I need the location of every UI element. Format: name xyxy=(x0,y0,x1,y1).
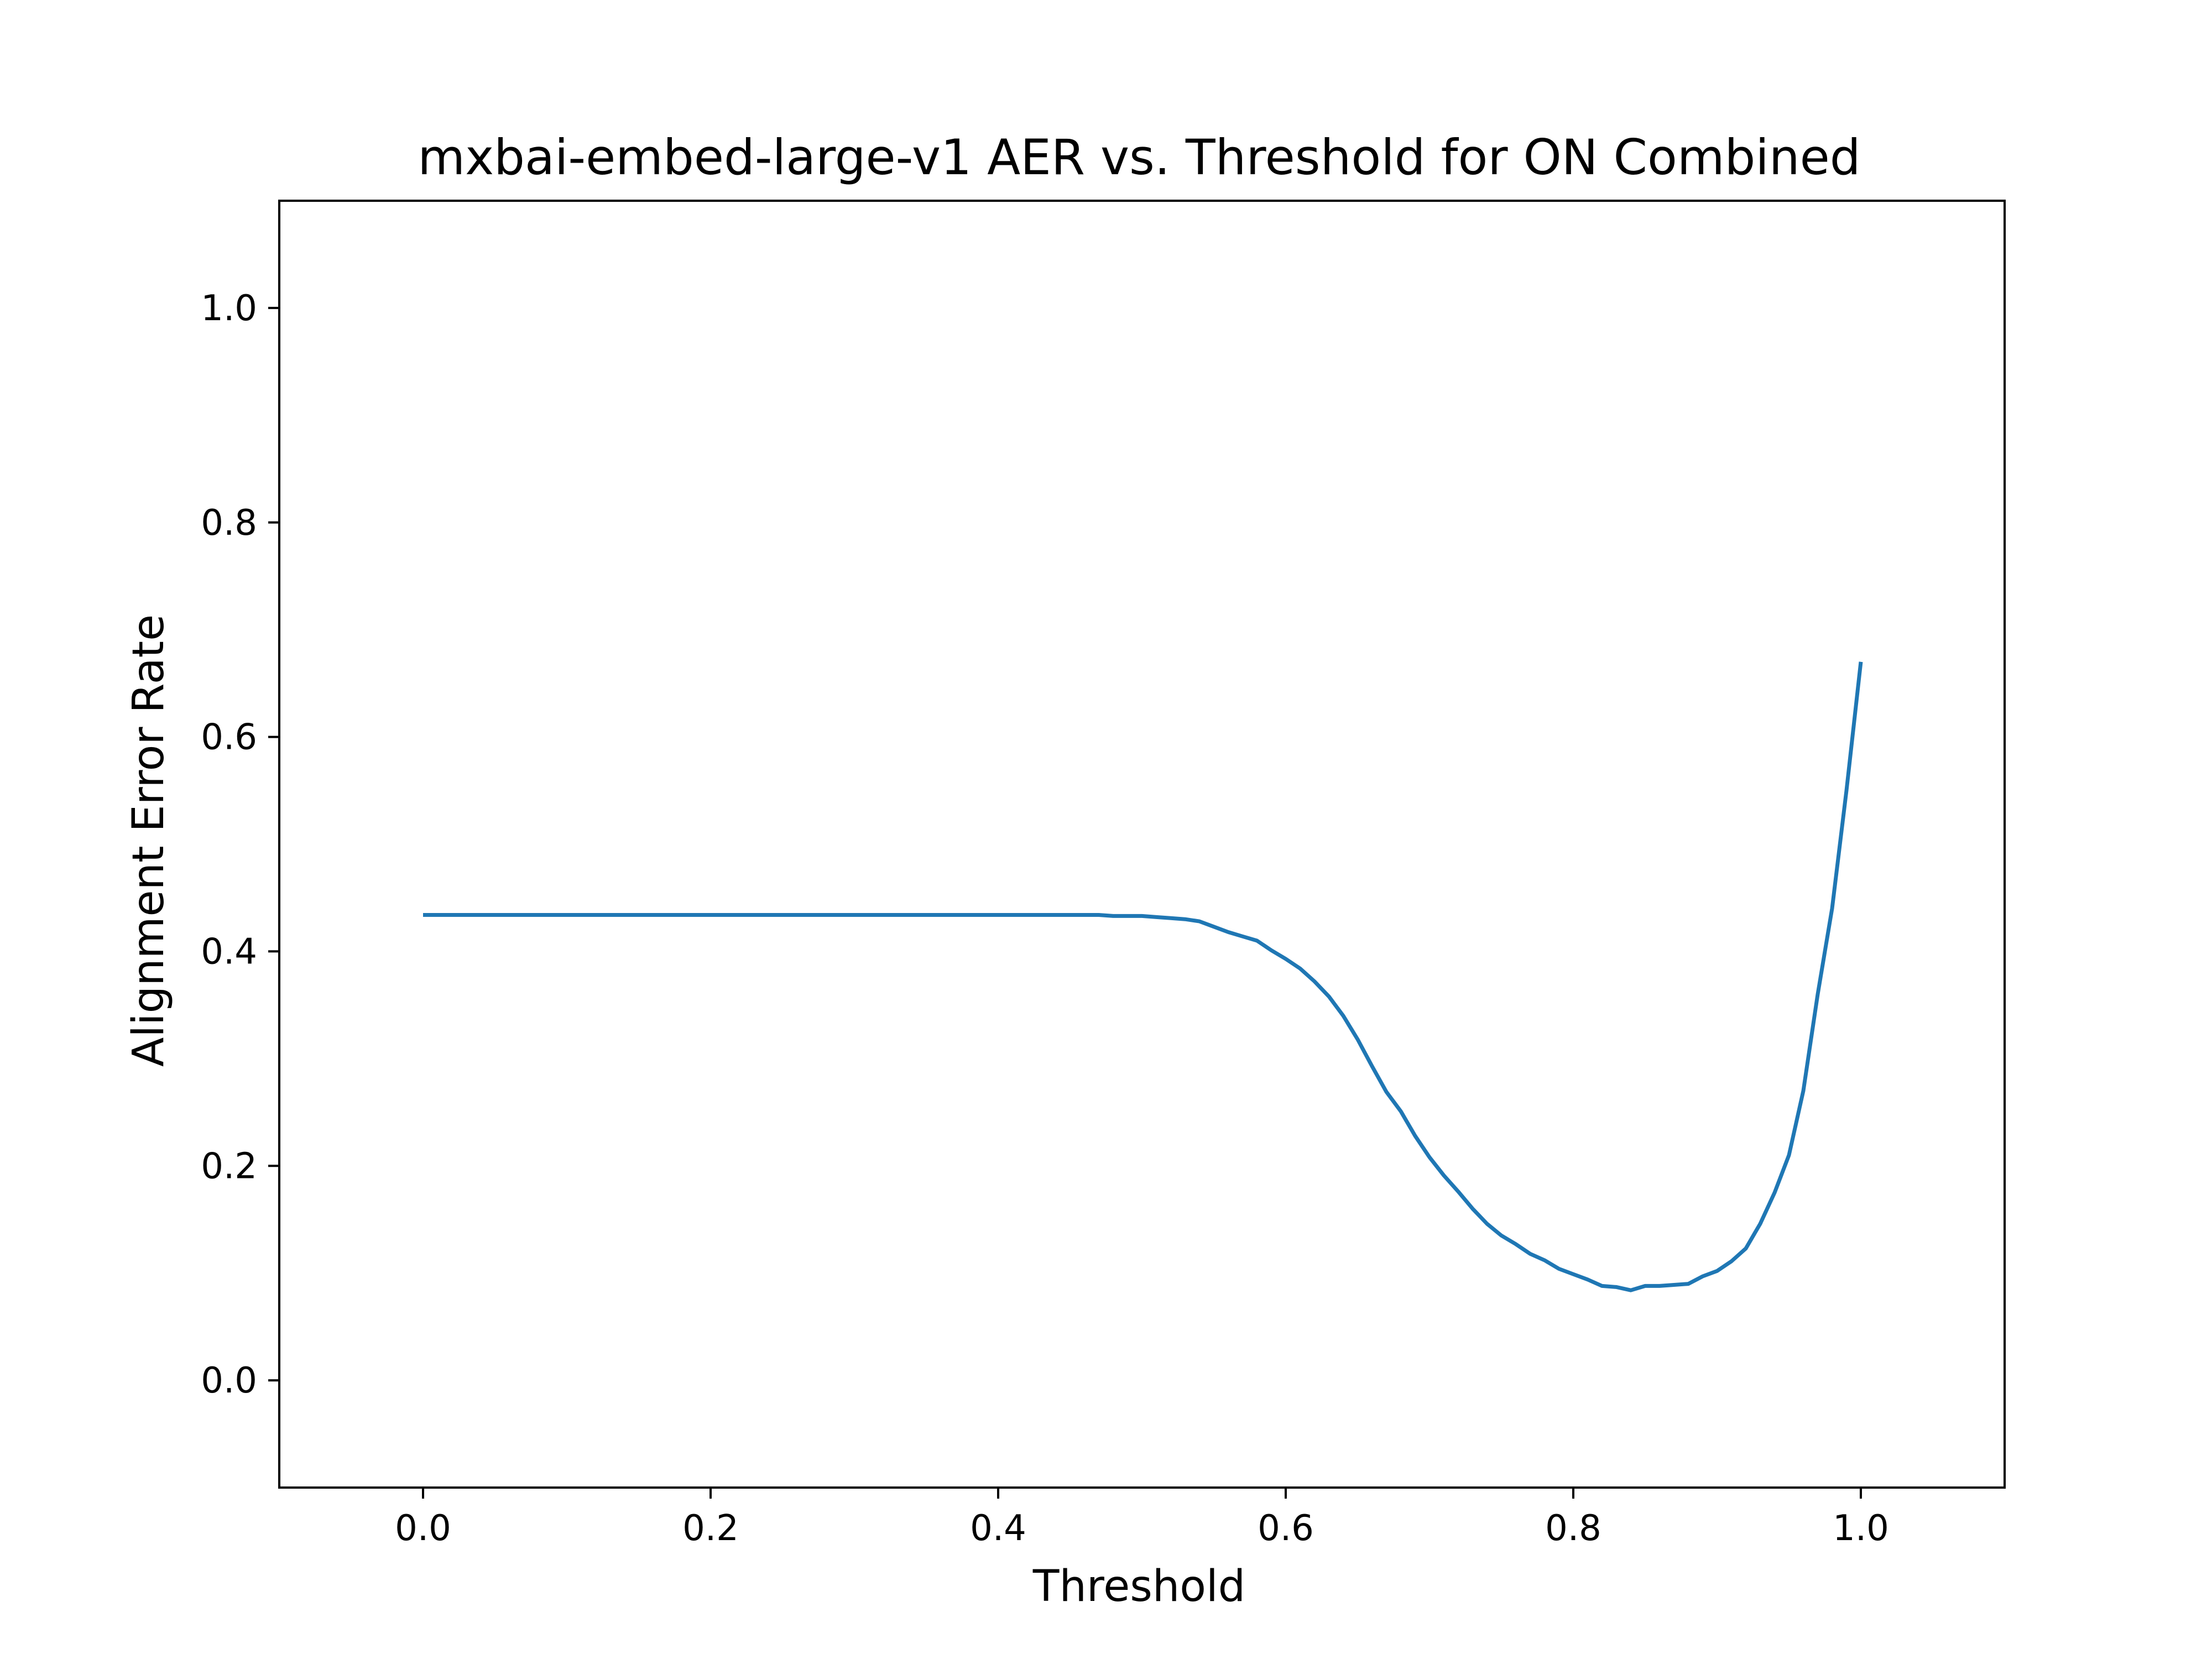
x-tick-label: 0.0 xyxy=(395,1508,451,1549)
y-tick-label: 0.6 xyxy=(201,717,257,758)
y-axis-label: Alignment Error Rate xyxy=(124,614,174,1067)
y-tick-label: 0.8 xyxy=(201,503,257,544)
x-tick-label: 0.4 xyxy=(970,1508,1026,1549)
x-axis-label: Threshold xyxy=(1032,1562,1245,1611)
plot-area: 0.0 0.2 0.4 0.6 0.8 1.0 0.0 0.2 0.4 0.6 0.8 1.0 xyxy=(201,200,2006,1549)
x-tick-label: 0.2 xyxy=(682,1508,739,1549)
x-tick-label: 0.6 xyxy=(1258,1508,1314,1549)
plot-frame xyxy=(278,200,2006,1489)
y-tick-label: 1.0 xyxy=(201,288,257,329)
x-tick-label: 0.8 xyxy=(1545,1508,1601,1549)
chart-title: mxbai-embed-large-v1 AER vs. Threshold f… xyxy=(418,129,1860,186)
y-tick-label: 0.4 xyxy=(201,931,257,972)
y-tick-label: 0.0 xyxy=(201,1360,257,1401)
x-tick-label: 1.0 xyxy=(1833,1508,1889,1549)
series-line xyxy=(423,661,1863,1292)
y-tick-label: 0.2 xyxy=(201,1146,257,1187)
